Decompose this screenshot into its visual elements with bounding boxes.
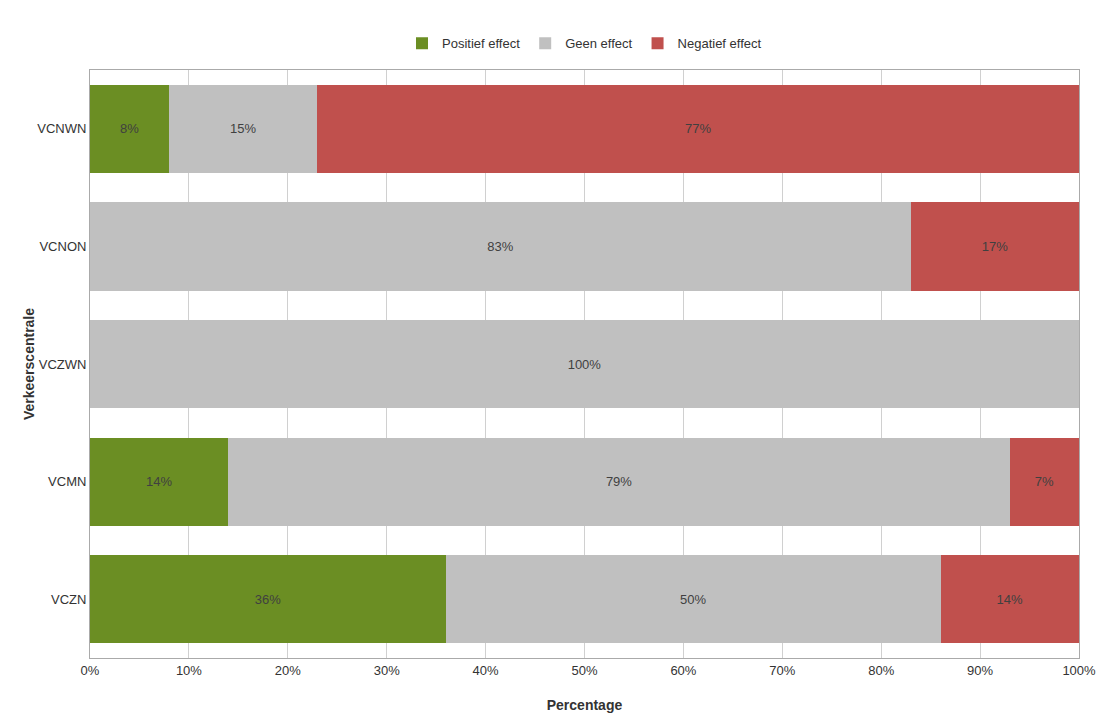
svg-text:VCMN: VCMN xyxy=(48,474,86,489)
svg-text:VCZN: VCZN xyxy=(51,592,86,607)
svg-text:100%: 100% xyxy=(568,357,602,372)
svg-text:17%: 17% xyxy=(982,239,1008,254)
svg-text:Negatief effect: Negatief effect xyxy=(678,36,762,51)
svg-text:14%: 14% xyxy=(997,592,1023,607)
svg-text:77%: 77% xyxy=(685,121,711,136)
svg-text:90%: 90% xyxy=(967,663,993,678)
svg-text:0%: 0% xyxy=(81,663,100,678)
svg-text:8%: 8% xyxy=(120,121,139,136)
svg-text:VCNON: VCNON xyxy=(39,239,86,254)
svg-text:80%: 80% xyxy=(868,663,894,678)
svg-text:7%: 7% xyxy=(1035,474,1054,489)
svg-text:70%: 70% xyxy=(769,663,795,678)
svg-text:VCZWN: VCZWN xyxy=(39,357,87,372)
svg-text:79%: 79% xyxy=(606,474,632,489)
svg-text:30%: 30% xyxy=(374,663,400,678)
svg-text:20%: 20% xyxy=(275,663,301,678)
svg-text:15%: 15% xyxy=(230,121,256,136)
svg-text:10%: 10% xyxy=(176,663,202,678)
svg-text:Positief effect: Positief effect xyxy=(442,36,520,51)
svg-text:14%: 14% xyxy=(146,474,172,489)
svg-text:60%: 60% xyxy=(670,663,696,678)
svg-text:36%: 36% xyxy=(255,592,281,607)
svg-text:50%: 50% xyxy=(680,592,706,607)
svg-text:83%: 83% xyxy=(487,239,513,254)
svg-text:Percentage: Percentage xyxy=(547,697,623,713)
svg-text:Geen effect: Geen effect xyxy=(565,36,632,51)
svg-text:VCNWN: VCNWN xyxy=(37,121,86,136)
svg-text:Verkeerscentrale: Verkeerscentrale xyxy=(21,308,37,420)
svg-text:40%: 40% xyxy=(473,663,499,678)
svg-text:100%: 100% xyxy=(1062,663,1096,678)
svg-text:50%: 50% xyxy=(571,663,597,678)
